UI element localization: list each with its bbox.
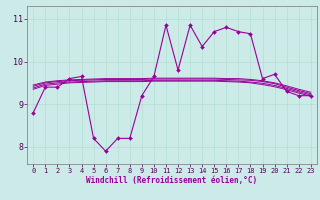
X-axis label: Windchill (Refroidissement éolien,°C): Windchill (Refroidissement éolien,°C) (86, 176, 258, 185)
